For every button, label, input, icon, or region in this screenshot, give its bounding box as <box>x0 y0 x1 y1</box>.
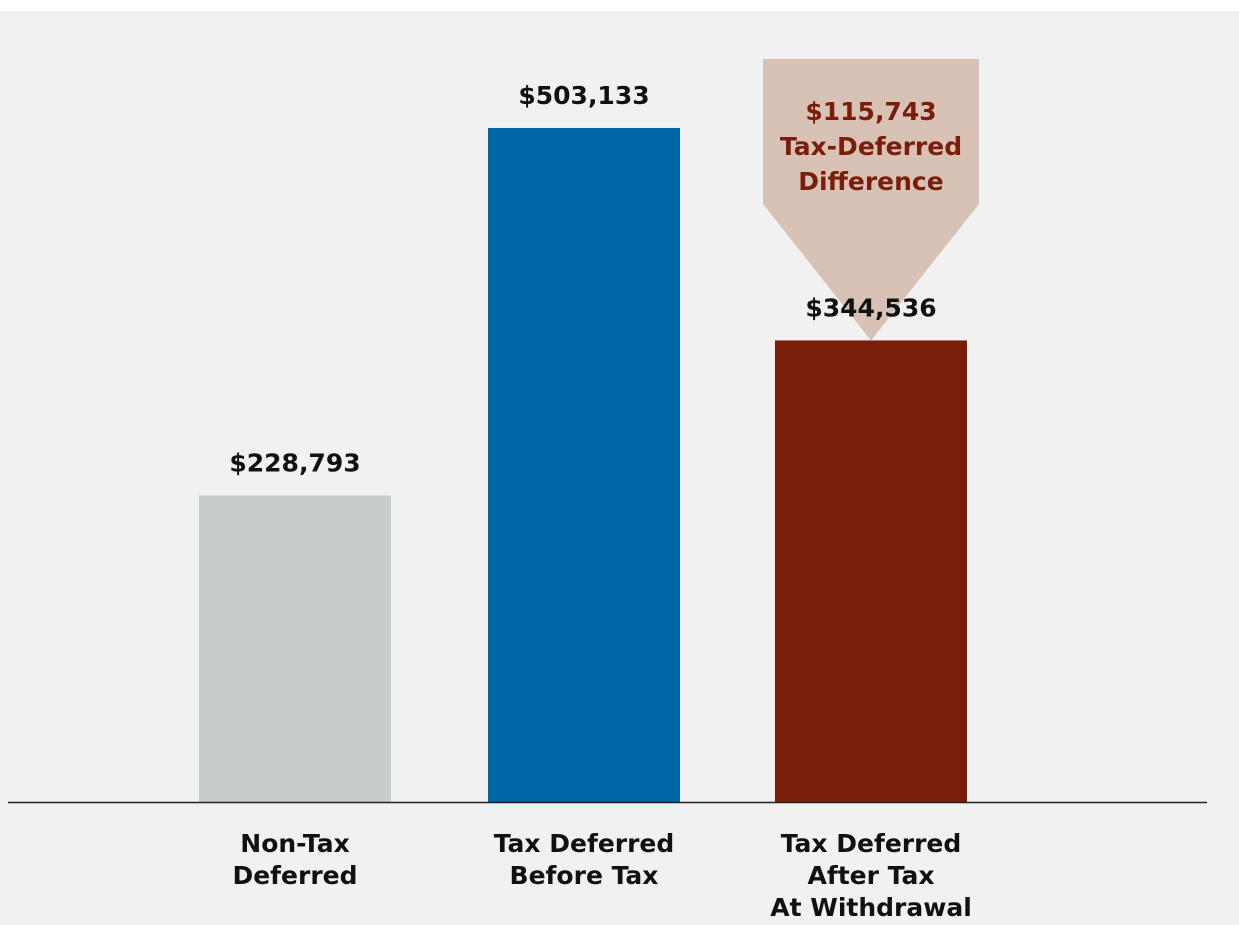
category-label-2-line-1: Tax Deferred <box>494 829 675 858</box>
callout-arrow-shape <box>763 59 979 341</box>
callout-line-3: Difference <box>798 167 943 196</box>
category-label-1-line-1: Non-Tax <box>240 829 349 858</box>
bar-3 <box>775 340 967 802</box>
value-label-3: $344,536 <box>805 293 936 322</box>
category-label-3-line-1: Tax Deferred <box>781 829 962 858</box>
category-labels-group: Non-Tax Deferred Tax Deferred Before Tax Tax… <box>232 829 971 922</box>
category-label-3-line-2: After Tax <box>808 861 935 890</box>
chart-panel: $115,743 Tax-Deferred Difference $228,79… <box>0 11 1239 925</box>
category-label-1-line-2: Deferred <box>232 861 357 890</box>
difference-callout: $115,743 Tax-Deferred Difference <box>763 59 979 341</box>
bar-2 <box>488 127 680 802</box>
bar-chart: $115,743 Tax-Deferred Difference $228,79… <box>8 59 1207 922</box>
bars-group <box>199 127 967 802</box>
bar-1 <box>199 495 391 802</box>
value-label-1: $228,793 <box>229 448 360 477</box>
category-label-3-line-3: At Withdrawal <box>770 893 972 922</box>
callout-line-2: Tax-Deferred <box>780 132 962 161</box>
callout-amount: $115,743 <box>805 97 936 126</box>
category-label-2-line-2: Before Tax <box>510 861 659 890</box>
value-label-2: $503,133 <box>518 81 649 110</box>
value-labels-group: $228,793 $503,133 $344,536 <box>229 81 936 478</box>
